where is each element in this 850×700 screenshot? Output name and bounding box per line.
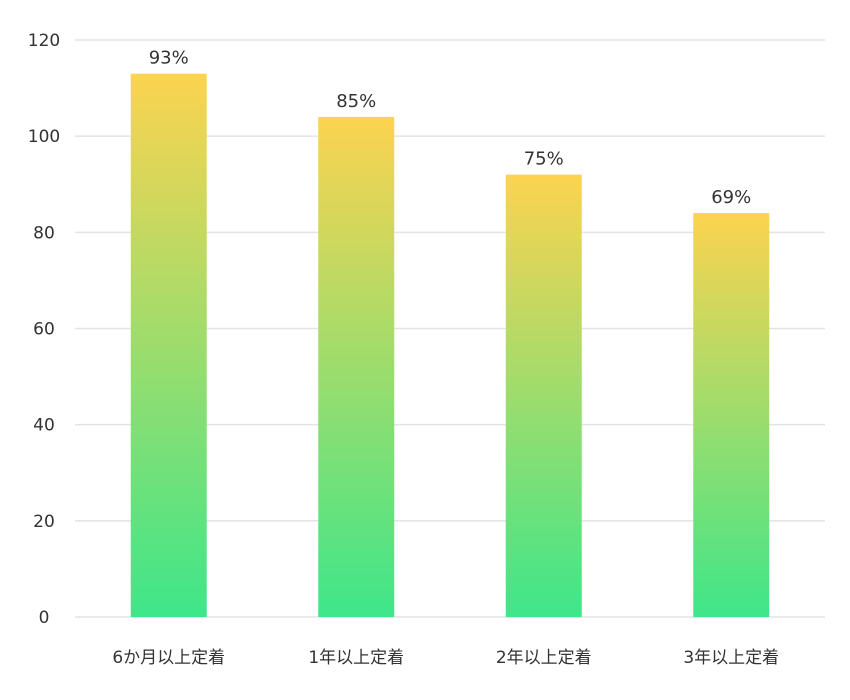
y-tick-label: 0 [39,608,50,628]
bar-data-label: 75% [524,149,564,170]
bar-data-label: 69% [711,187,751,208]
data-labels: 93% 85% 75% 69% [149,48,752,208]
bar [318,116,395,617]
bar [130,73,207,618]
x-tick-label: 6か月以上定着 [112,648,225,668]
y-tick-label: 80 [33,223,55,243]
x-tick-label: 2年以上定着 [496,648,592,668]
x-tick-label: 1年以上定着 [308,648,404,668]
y-tick-label: 40 [33,416,55,436]
y-tick-label: 100 [28,127,60,147]
y-tick-label: 20 [33,512,55,532]
bars [130,73,770,618]
x-axis-ticks: 6か月以上定着 1年以上定着 2年以上定着 3年以上定着 [112,648,779,668]
bar-data-label: 85% [336,91,376,112]
bar [693,213,770,617]
y-tick-label: 60 [33,320,55,340]
bar-data-label: 93% [149,48,189,69]
y-axis-ticks: 0 20 40 60 80 100 120 [28,31,60,628]
bar [505,174,582,617]
x-tick-label: 3年以上定着 [683,648,779,668]
y-tick-label: 120 [28,31,60,51]
